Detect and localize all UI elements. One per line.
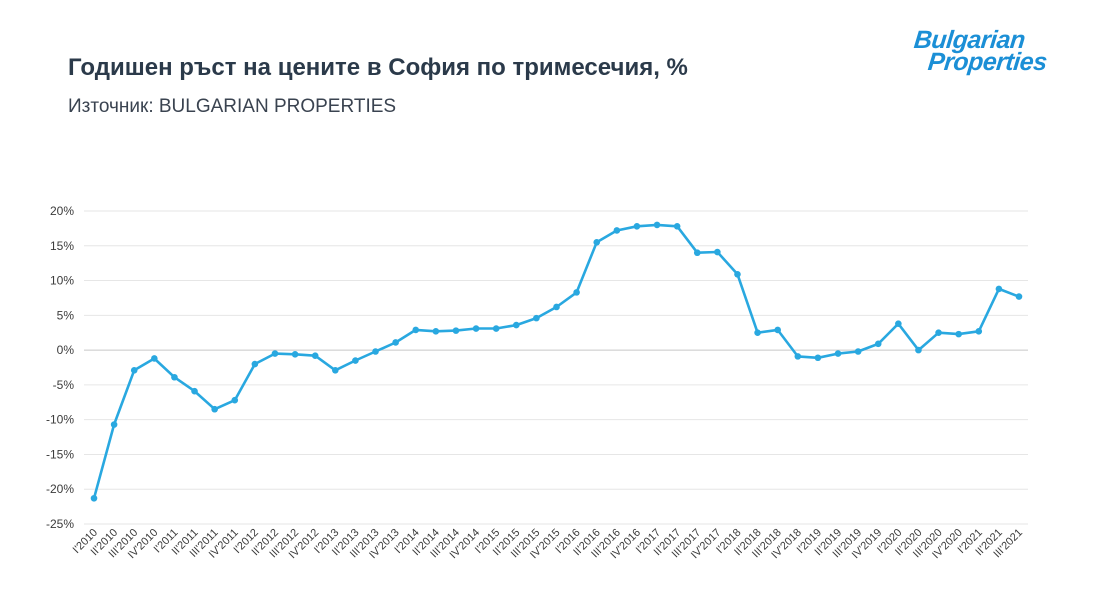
data-point	[472, 325, 480, 332]
data-point	[653, 221, 661, 229]
data-point	[452, 327, 460, 334]
data-point	[231, 396, 239, 404]
data-point	[533, 314, 540, 322]
data-point	[512, 321, 520, 329]
data-point	[1015, 293, 1023, 300]
y-tick-label: -15%	[46, 447, 74, 461]
data-point	[915, 346, 922, 354]
data-point	[291, 350, 299, 358]
data-point	[593, 239, 601, 246]
data-point	[432, 328, 440, 335]
data-point	[372, 348, 379, 355]
chart-title: Годишен ръст на цените в София по тримес…	[68, 54, 688, 81]
data-point	[633, 223, 641, 230]
data-point	[211, 405, 218, 413]
data-point	[191, 387, 198, 395]
data-point	[412, 326, 420, 334]
data-point	[171, 373, 178, 381]
data-point	[492, 325, 500, 332]
data-point	[110, 421, 118, 428]
data-point	[311, 352, 319, 359]
data-point	[151, 355, 158, 362]
y-tick-label: -5%	[53, 378, 75, 392]
data-point	[553, 303, 560, 311]
data-point	[613, 227, 621, 234]
data-point	[251, 360, 259, 368]
data-point	[874, 340, 882, 348]
chart-subtitle: Източник: BULGARIAN PROPERTIES	[68, 96, 397, 117]
data-point	[673, 223, 681, 230]
data-point	[392, 339, 399, 346]
data-point	[130, 366, 138, 374]
series-layer	[90, 221, 1023, 502]
data-point	[854, 348, 862, 355]
data-point	[693, 249, 701, 257]
y-tick-label: 20%	[50, 204, 74, 218]
data-point	[834, 350, 842, 357]
y-tick-label: -20%	[46, 482, 74, 496]
y-tick-label: 5%	[57, 308, 75, 322]
y-tick-label: 15%	[50, 239, 74, 253]
series-line	[92, 223, 1020, 499]
data-point	[975, 328, 983, 335]
y-tick-label: 0%	[57, 343, 75, 357]
data-point	[714, 248, 721, 256]
data-point	[995, 285, 1003, 293]
data-point	[573, 289, 580, 296]
data-point	[90, 494, 98, 502]
y-tick-label: 10%	[50, 274, 74, 288]
data-point	[935, 329, 942, 337]
data-point	[814, 354, 822, 362]
data-point	[352, 357, 359, 364]
data-point	[895, 320, 902, 327]
x-axis-ticks: I'2010II'2010III'2010IV'2010I'2011II'201…	[71, 527, 1025, 562]
data-point	[734, 270, 741, 278]
y-axis-ticks: 20% 15% 10% 5% 0% -5% -10% -15% -20% -25%	[46, 204, 74, 531]
y-tick-label: -25%	[46, 517, 74, 531]
data-point	[955, 330, 962, 338]
gridlines	[84, 210, 1028, 525]
data-point	[794, 353, 802, 360]
data-point	[754, 329, 761, 337]
data-point	[774, 326, 781, 334]
y-tick-label: -10%	[46, 413, 74, 427]
data-point	[332, 366, 339, 374]
data-point	[271, 350, 279, 357]
